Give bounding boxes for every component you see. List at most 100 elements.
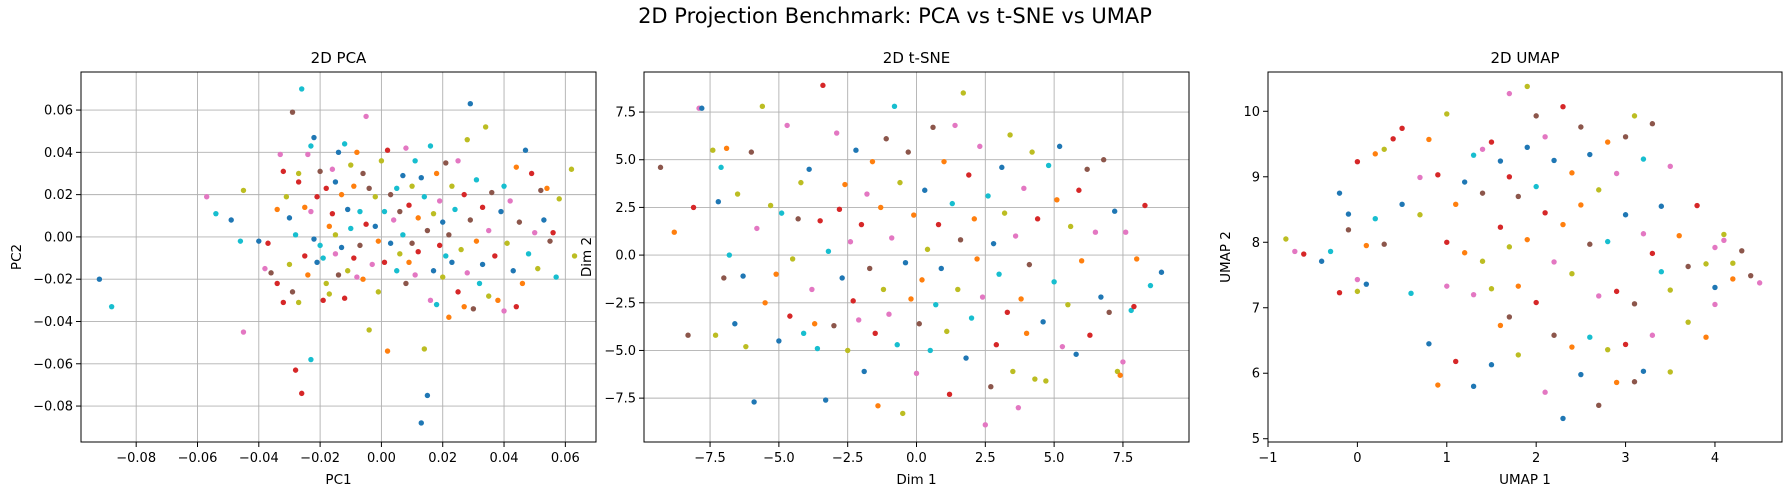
umap-point bbox=[1613, 288, 1620, 295]
tsne-point bbox=[1084, 166, 1090, 172]
pca-point bbox=[378, 158, 385, 164]
umap-xtick-label: 0 bbox=[1353, 451, 1361, 466]
tsne-ytick-label: −7.5 bbox=[604, 392, 636, 407]
umap-point bbox=[1488, 139, 1495, 145]
tsne-point bbox=[996, 271, 1002, 277]
pca-point bbox=[372, 194, 378, 200]
pca-point bbox=[403, 145, 409, 151]
pca-point bbox=[311, 134, 317, 141]
pca-point bbox=[387, 240, 394, 246]
pca-point bbox=[357, 208, 363, 215]
tsne-point bbox=[902, 260, 909, 266]
pca-point bbox=[461, 303, 467, 310]
tsne-point bbox=[924, 246, 931, 253]
umap-point bbox=[1515, 352, 1521, 358]
pca-point bbox=[541, 217, 547, 223]
pca-point bbox=[323, 280, 329, 287]
pca-point bbox=[314, 259, 320, 265]
umap-point bbox=[1667, 369, 1673, 375]
umap-point bbox=[1613, 379, 1620, 386]
pca-point bbox=[531, 229, 538, 236]
pca-point bbox=[351, 255, 357, 261]
tsne-point bbox=[853, 147, 859, 153]
pca-point bbox=[427, 143, 434, 149]
umap-ytick-label: 10 bbox=[1243, 105, 1260, 120]
umap-point bbox=[1712, 284, 1718, 291]
umap-point bbox=[1497, 322, 1504, 329]
umap-point bbox=[1658, 203, 1665, 209]
tsne-point bbox=[963, 355, 969, 361]
umap-point bbox=[1292, 248, 1298, 255]
pca-point bbox=[464, 136, 470, 143]
tsne-point bbox=[822, 397, 829, 403]
pca-point bbox=[482, 124, 489, 130]
tsne-ytick-label: −2.5 bbox=[604, 296, 636, 311]
tsne-title: 2D t-SNE bbox=[883, 49, 950, 67]
umap-point bbox=[1703, 334, 1709, 340]
tsne-point bbox=[723, 145, 730, 151]
umap-point bbox=[1685, 319, 1691, 325]
tsne-point bbox=[977, 143, 983, 150]
tsne-point bbox=[952, 122, 958, 129]
umap-point bbox=[1587, 334, 1593, 340]
umap-point bbox=[1461, 179, 1468, 185]
tsne-axes: −7.5 −5.0 −2.5 0.0 2.5 5.0 7.5 −7.5 −5.0 −2.5 0.0 2… bbox=[579, 49, 1190, 488]
umap-point bbox=[1578, 202, 1584, 208]
pca-point bbox=[421, 194, 428, 200]
tsne-point bbox=[1128, 307, 1134, 314]
pca-point bbox=[467, 217, 474, 223]
tsne-point bbox=[726, 252, 733, 258]
pca-point bbox=[384, 147, 391, 153]
pca-point bbox=[317, 168, 323, 175]
pca-frame bbox=[80, 71, 597, 443]
tsne-point bbox=[699, 105, 705, 111]
tsne-point bbox=[844, 347, 851, 354]
pca-point bbox=[308, 356, 314, 363]
tsne-point bbox=[1067, 223, 1074, 230]
pca-point bbox=[348, 162, 354, 168]
umap-point bbox=[1345, 227, 1352, 233]
umap-xtick-label: 4 bbox=[1711, 451, 1719, 466]
tsne-point bbox=[905, 149, 911, 155]
umap-point bbox=[1479, 146, 1486, 152]
tsne-point bbox=[999, 164, 1005, 171]
tsne-ylabel: Dim 2 bbox=[579, 237, 595, 277]
tsne-point bbox=[938, 265, 944, 272]
umap-point bbox=[1488, 286, 1495, 292]
pca-point bbox=[213, 210, 219, 217]
tsne-point bbox=[900, 410, 906, 417]
umap-point bbox=[1569, 170, 1575, 176]
tsne-point bbox=[990, 240, 997, 247]
umap-point bbox=[1506, 174, 1513, 180]
pca-point bbox=[341, 141, 348, 147]
umap-xtick-label: −1 bbox=[1258, 451, 1277, 466]
pca-point bbox=[440, 274, 446, 280]
pca-point bbox=[479, 204, 486, 211]
pca-xlabel: PC1 bbox=[325, 472, 351, 488]
tsne-xlabel: Dim 1 bbox=[896, 472, 936, 488]
tsne-point bbox=[855, 317, 862, 323]
pca-point bbox=[409, 240, 415, 246]
pca-point bbox=[430, 210, 437, 217]
pca-point bbox=[283, 194, 290, 200]
pca-point bbox=[329, 210, 336, 217]
umap-point bbox=[1542, 134, 1548, 140]
pca-point bbox=[519, 280, 526, 287]
umap-point bbox=[1336, 190, 1343, 196]
umap-point bbox=[1372, 215, 1378, 222]
umap-point bbox=[1488, 362, 1495, 368]
pca-point bbox=[354, 149, 360, 156]
umap-point bbox=[1345, 211, 1352, 217]
umap-point bbox=[1354, 159, 1361, 165]
pca-point bbox=[390, 217, 397, 223]
tsne-point bbox=[721, 275, 727, 281]
pca-point bbox=[397, 208, 403, 215]
pca-point bbox=[501, 308, 507, 314]
tsne-point bbox=[858, 221, 865, 228]
pca-point bbox=[424, 227, 431, 234]
pca-point bbox=[507, 198, 513, 204]
tsne-point bbox=[1010, 368, 1016, 375]
tsne-point bbox=[916, 321, 922, 327]
umap-point bbox=[1569, 344, 1575, 350]
